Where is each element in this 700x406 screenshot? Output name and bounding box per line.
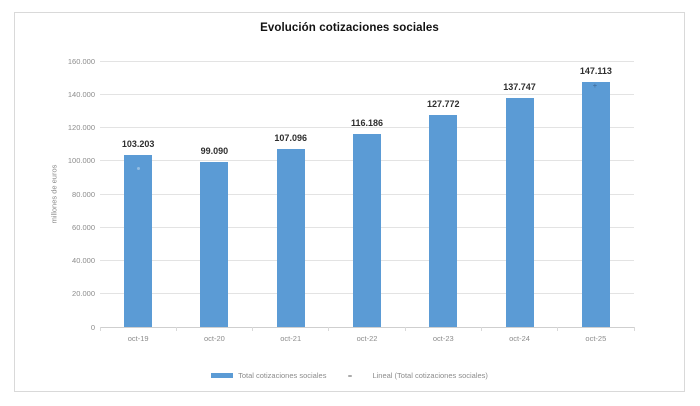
x-axis-tick [633,327,635,331]
bar-value-label: 137.747 [503,81,536,92]
bar-value-label: 107.096 [274,132,307,143]
bar-value-label: 116.186 [350,117,384,128]
gridline [100,127,634,128]
y-axis-tick-label: 120.000 [67,123,95,132]
x-axis-tick [175,327,177,331]
y-axis-tick-label: 60.000 [72,222,95,232]
y-axis-tick-label: 40.000 [72,256,95,265]
chart-frame: Evolución cotizaciones sociales millones… [14,12,685,392]
x-axis-tick [328,327,330,331]
bar-value-label: 103.203 [121,139,155,150]
bar-value-label: 147.113 [579,66,612,77]
bar-oct-24 [505,98,534,327]
legend: Total cotizaciones sociales Lineal (Tota… [15,371,684,380]
y-axis-tick-label: 20.000 [72,289,95,299]
x-axis-label: oct-20 [203,334,225,343]
legend-bar-series-label: Total cotizaciones sociales [238,371,327,380]
x-axis-tick [557,327,559,331]
y-axis-tick-label: 160.000 [67,56,95,66]
legend-trendline-label: Lineal (Total cotizaciones sociales) [372,371,488,380]
chart-title: Evolución cotizaciones sociales [260,22,439,34]
trendline-marker: + [592,83,597,90]
y-axis-tick-label: 80.000 [72,189,95,199]
bar-value-label: 127.772 [427,98,460,109]
x-axis-label: oct-22 [356,334,378,343]
x-axis-tick [404,327,406,331]
x-axis-line [100,327,634,328]
y-axis-tick-label: 140.000 [67,89,95,99]
bar-oct-22 [353,133,381,327]
x-axis-label: oct-23 [432,334,454,343]
bar-oct-23 [429,114,458,327]
gridline [100,60,634,62]
x-axis-tick [99,327,101,331]
bar-oct-25 [581,82,610,327]
legend-bar-swatch [211,373,234,378]
x-axis-label: oct-24 [509,334,530,343]
trendline-marker [136,167,140,171]
bar-value-label: 99.090 [200,146,229,157]
x-axis-tick [252,327,254,331]
gridline [100,93,634,95]
x-axis-label: oct-25 [585,334,607,343]
x-axis-label: oct-19 [127,334,149,343]
y-axis-tick-label: 0 [90,322,95,332]
bar-oct-20 [200,162,229,327]
legend-trendline-marker-icon [348,374,353,377]
bar-oct-19 [124,155,153,327]
bar-oct-21 [276,148,305,327]
y-axis-tick-label: 100.000 [67,156,95,166]
x-axis-label: oct-21 [280,334,302,343]
plot-area: 103.203 oct-19 99.090 oct-20 107.096 oct-21 11… [99,60,635,343]
x-axis-tick [480,327,482,331]
